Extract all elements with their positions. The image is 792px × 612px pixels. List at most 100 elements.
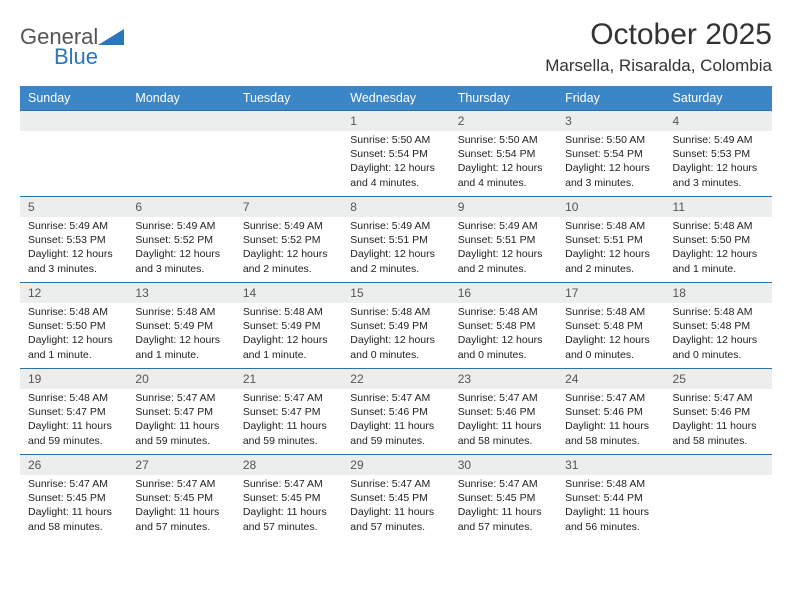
sunset-text: Sunset: 5:46 PM	[673, 405, 764, 419]
sunset-text: Sunset: 5:45 PM	[135, 491, 226, 505]
title-block: October 2025 Marsella, Risaralda, Colomb…	[545, 18, 772, 76]
daylight-line2: and 2 minutes.	[458, 262, 549, 276]
weekday-header: Thursday	[450, 86, 557, 111]
sunrise-text: Sunrise: 5:47 AM	[565, 391, 656, 405]
sunrise-text: Sunrise: 5:50 AM	[565, 133, 656, 147]
cell-body-empty	[127, 131, 234, 139]
day-number: 3	[557, 111, 664, 131]
sunset-text: Sunset: 5:47 PM	[135, 405, 226, 419]
sunset-text: Sunset: 5:45 PM	[243, 491, 334, 505]
calendar-cell: 30Sunrise: 5:47 AMSunset: 5:45 PMDayligh…	[450, 455, 557, 541]
sunrise-text: Sunrise: 5:47 AM	[243, 391, 334, 405]
cell-body: Sunrise: 5:48 AMSunset: 5:49 PMDaylight:…	[342, 303, 449, 368]
sunrise-text: Sunrise: 5:48 AM	[458, 305, 549, 319]
sunset-text: Sunset: 5:53 PM	[28, 233, 119, 247]
daylight-line1: Daylight: 12 hours	[243, 333, 334, 347]
day-number-empty	[235, 111, 342, 131]
day-number: 22	[342, 369, 449, 389]
daylight-line1: Daylight: 12 hours	[673, 333, 764, 347]
cell-body: Sunrise: 5:48 AMSunset: 5:50 PMDaylight:…	[665, 217, 772, 282]
weekday-header: Sunday	[20, 86, 127, 111]
daylight-line1: Daylight: 11 hours	[135, 419, 226, 433]
calendar-cell	[20, 111, 127, 197]
daylight-line1: Daylight: 11 hours	[243, 505, 334, 519]
daylight-line2: and 59 minutes.	[350, 434, 441, 448]
daylight-line2: and 2 minutes.	[565, 262, 656, 276]
sunset-text: Sunset: 5:51 PM	[458, 233, 549, 247]
daylight-line2: and 0 minutes.	[673, 348, 764, 362]
calendar-cell: 31Sunrise: 5:48 AMSunset: 5:44 PMDayligh…	[557, 455, 664, 541]
calendar-cell: 7Sunrise: 5:49 AMSunset: 5:52 PMDaylight…	[235, 197, 342, 283]
daylight-line2: and 57 minutes.	[350, 520, 441, 534]
calendar-cell: 24Sunrise: 5:47 AMSunset: 5:46 PMDayligh…	[557, 369, 664, 455]
day-number-empty	[20, 111, 127, 131]
cell-body: Sunrise: 5:47 AMSunset: 5:46 PMDaylight:…	[342, 389, 449, 454]
sunset-text: Sunset: 5:54 PM	[565, 147, 656, 161]
weekday-header: Monday	[127, 86, 234, 111]
cell-body: Sunrise: 5:49 AMSunset: 5:53 PMDaylight:…	[20, 217, 127, 282]
calendar-cell: 2Sunrise: 5:50 AMSunset: 5:54 PMDaylight…	[450, 111, 557, 197]
day-number: 13	[127, 283, 234, 303]
daylight-line1: Daylight: 12 hours	[565, 161, 656, 175]
cell-body: Sunrise: 5:50 AMSunset: 5:54 PMDaylight:…	[342, 131, 449, 196]
daylight-line1: Daylight: 12 hours	[28, 333, 119, 347]
daylight-line1: Daylight: 11 hours	[565, 419, 656, 433]
sunrise-text: Sunrise: 5:47 AM	[135, 391, 226, 405]
daylight-line2: and 2 minutes.	[243, 262, 334, 276]
sunrise-text: Sunrise: 5:49 AM	[673, 133, 764, 147]
cell-body: Sunrise: 5:49 AMSunset: 5:52 PMDaylight:…	[127, 217, 234, 282]
calendar-week-row: 19Sunrise: 5:48 AMSunset: 5:47 PMDayligh…	[20, 369, 772, 455]
sunrise-text: Sunrise: 5:47 AM	[350, 477, 441, 491]
calendar-cell: 14Sunrise: 5:48 AMSunset: 5:49 PMDayligh…	[235, 283, 342, 369]
day-number: 15	[342, 283, 449, 303]
day-number: 29	[342, 455, 449, 475]
sunset-text: Sunset: 5:45 PM	[458, 491, 549, 505]
sunrise-text: Sunrise: 5:49 AM	[458, 219, 549, 233]
sunset-text: Sunset: 5:51 PM	[350, 233, 441, 247]
sunrise-text: Sunrise: 5:48 AM	[28, 305, 119, 319]
sunset-text: Sunset: 5:48 PM	[458, 319, 549, 333]
sunrise-text: Sunrise: 5:48 AM	[565, 219, 656, 233]
cell-body: Sunrise: 5:48 AMSunset: 5:48 PMDaylight:…	[665, 303, 772, 368]
logo: General Blue	[20, 24, 124, 70]
day-number: 10	[557, 197, 664, 217]
daylight-line2: and 58 minutes.	[28, 520, 119, 534]
calendar-cell: 18Sunrise: 5:48 AMSunset: 5:48 PMDayligh…	[665, 283, 772, 369]
sunrise-text: Sunrise: 5:50 AM	[350, 133, 441, 147]
cell-body-empty	[235, 131, 342, 139]
daylight-line1: Daylight: 11 hours	[135, 505, 226, 519]
weekday-header: Tuesday	[235, 86, 342, 111]
daylight-line1: Daylight: 11 hours	[243, 419, 334, 433]
calendar-cell: 3 Sunrise: 5:50 AMSunset: 5:54 PMDaylight…	[557, 111, 664, 197]
daylight-line1: Daylight: 12 hours	[28, 247, 119, 261]
calendar-cell: 6Sunrise: 5:49 AMSunset: 5:52 PMDaylight…	[127, 197, 234, 283]
daylight-line1: Daylight: 12 hours	[458, 333, 549, 347]
calendar-cell: 12Sunrise: 5:48 AMSunset: 5:50 PMDayligh…	[20, 283, 127, 369]
day-number: 28	[235, 455, 342, 475]
daylight-line1: Daylight: 11 hours	[28, 419, 119, 433]
daylight-line1: Daylight: 11 hours	[565, 505, 656, 519]
daylight-line2: and 2 minutes.	[350, 262, 441, 276]
daylight-line1: Daylight: 11 hours	[458, 419, 549, 433]
day-number: 19	[20, 369, 127, 389]
calendar-cell: 21Sunrise: 5:47 AMSunset: 5:47 PMDayligh…	[235, 369, 342, 455]
weekday-header: Saturday	[665, 86, 772, 111]
cell-body-empty	[665, 475, 772, 483]
daylight-line1: Daylight: 12 hours	[673, 247, 764, 261]
sunset-text: Sunset: 5:45 PM	[28, 491, 119, 505]
daylight-line2: and 58 minutes.	[673, 434, 764, 448]
calendar-cell: 10Sunrise: 5:48 AMSunset: 5:51 PMDayligh…	[557, 197, 664, 283]
day-number: 11	[665, 197, 772, 217]
day-number: 9	[450, 197, 557, 217]
daylight-line2: and 3 minutes.	[673, 176, 764, 190]
sunrise-text: Sunrise: 5:48 AM	[350, 305, 441, 319]
sunrise-text: Sunrise: 5:49 AM	[350, 219, 441, 233]
calendar-cell: 13Sunrise: 5:48 AMSunset: 5:49 PMDayligh…	[127, 283, 234, 369]
cell-body: Sunrise: 5:47 AMSunset: 5:46 PMDaylight:…	[450, 389, 557, 454]
sunrise-text: Sunrise: 5:47 AM	[350, 391, 441, 405]
daylight-line2: and 59 minutes.	[243, 434, 334, 448]
day-number: 7	[235, 197, 342, 217]
weekday-header: Wednesday	[342, 86, 449, 111]
daylight-line1: Daylight: 11 hours	[350, 419, 441, 433]
daylight-line2: and 3 minutes.	[135, 262, 226, 276]
